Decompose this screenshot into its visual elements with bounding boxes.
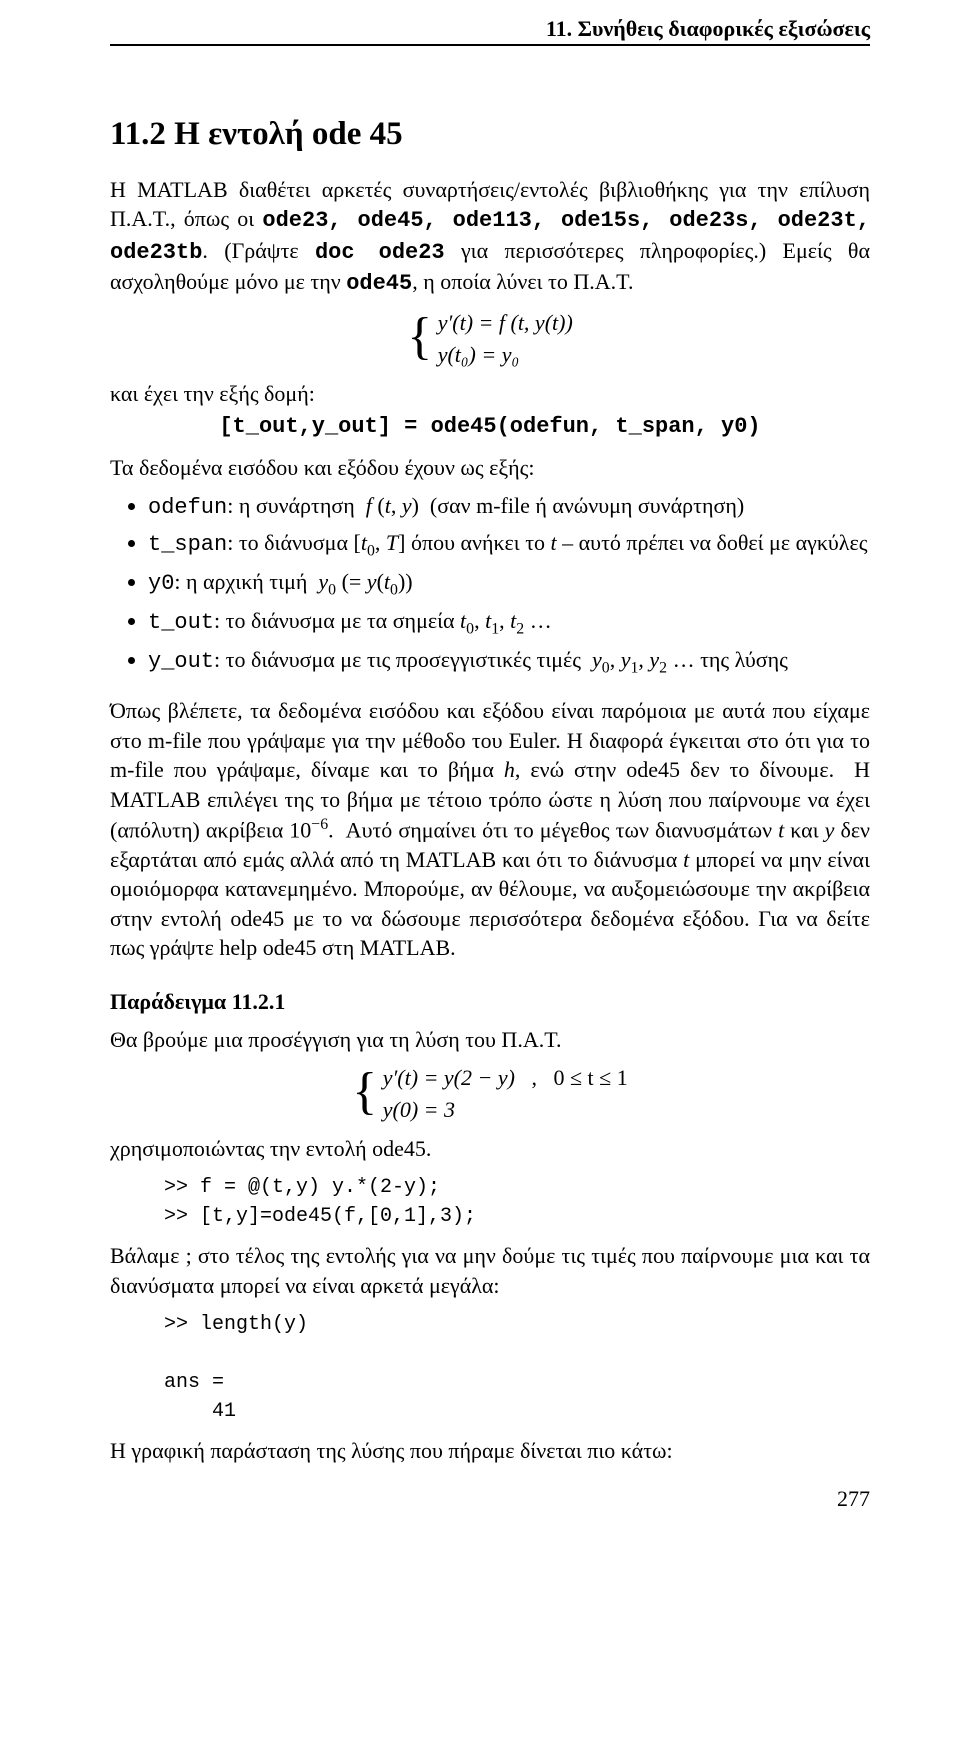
bullet-tspan: t_span: το διάνυσμα [t0, T] όπου ανήκει … — [148, 526, 870, 563]
eq1-line1: y′(t) = f (t, y(t)) — [438, 310, 573, 335]
cmd-ode45: ode45 — [346, 271, 412, 296]
code-block-1: >> f = @(t,y) y.*(2-y); >> [t,y]=ode45(f… — [164, 1173, 870, 1231]
para-io: Τα δεδομένα εισόδου και εξόδου έχουν ως … — [110, 453, 870, 482]
bullet-yout: y_out: το διάνυσμα με τις προσεγγιστικές… — [148, 643, 870, 680]
para-structure: και έχει την εξής δομή: — [110, 379, 870, 408]
para-plot: Η γραφική παράσταση της λύσης που πήραμε… — [110, 1436, 870, 1465]
eq1-line2: y(t₀) = y₀ — [438, 342, 519, 367]
equation-example: { y′(t) = y(2 − y) , 0 ≤ t ≤ 1 y(0) = 3 — [110, 1062, 870, 1126]
section-title: 11.2 Η εντολή ode 45 — [110, 116, 870, 153]
eq2-line1: y′(t) = y(2 − y) , 0 ≤ t ≤ 1 — [383, 1065, 628, 1090]
eq2-line2: y(0) = 3 — [383, 1097, 455, 1122]
para-intro-d: , η οποία λύνει το Π.Α.Τ. — [412, 269, 633, 294]
bullet-y0: y0: η αρχική τιμή y0 (= y(t0)) — [148, 565, 870, 602]
example-title: Παράδειγμα 11.2.1 — [110, 989, 870, 1015]
page: 11. Συνήθεις διαφορικές εξισώσεις 11.2 Η… — [0, 0, 960, 1542]
equation-ivp: { y′(t) = f (t, y(t)) y(t₀) = y₀ — [110, 307, 870, 371]
running-head: 11. Συνήθεις διαφορικές εξισώσεις — [110, 16, 870, 42]
bullet-tout: t_out: το διάνυσμα με τα σημεία t0, t1, … — [148, 604, 870, 641]
para-explanation: Όπως βλέπετε, τα δεδομένα εισόδου και εξ… — [110, 696, 870, 963]
para-semicolon: Βάλαμε ; στο τέλος της εντολής για να μη… — [110, 1241, 870, 1300]
code-block-2: >> length(y) ans = 41 — [164, 1310, 870, 1426]
brace-icon: { — [407, 316, 432, 358]
para-example-intro: Θα βρούμε μια προσέγγιση για τη λύση του… — [110, 1025, 870, 1054]
syntax-line: [t_out,y_out] = ode45(odefun, t_span, y0… — [110, 414, 870, 439]
brace-icon-2: { — [352, 1071, 377, 1113]
para-intro-b: . (Γράψτε — [202, 238, 315, 263]
bullet-list: odefun: η συνάρτηση f (t, y) (σαν m-file… — [110, 489, 870, 681]
para-use-ode45: χρησιμοποιώντας την εντολή ode45. — [110, 1134, 870, 1163]
header-rule — [110, 44, 870, 46]
cmd-doc: doc ode23 — [315, 240, 445, 265]
bullet-odefun: odefun: η συνάρτηση f (t, y) (σαν m-file… — [148, 489, 870, 524]
para-intro: Η MATLAB διαθέτει αρκετές συναρτήσεις/εν… — [110, 175, 870, 299]
page-number: 277 — [110, 1486, 870, 1512]
